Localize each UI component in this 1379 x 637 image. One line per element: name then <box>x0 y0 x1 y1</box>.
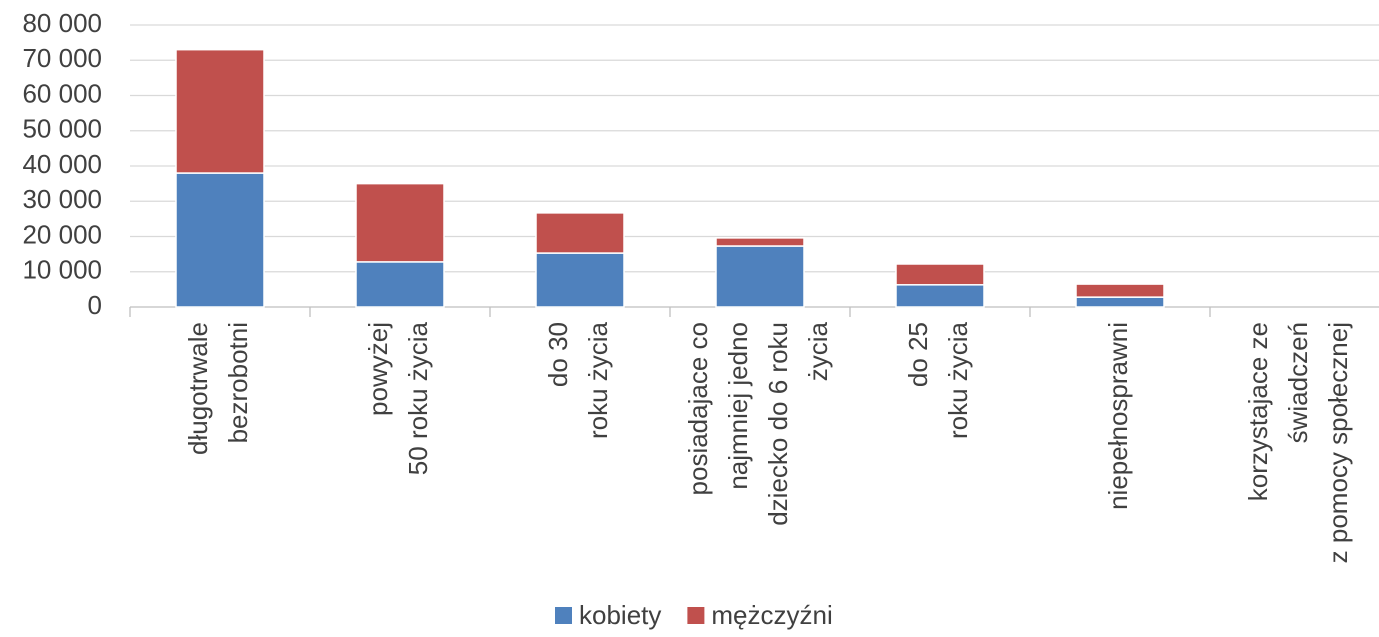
y-tick-label: 10 000 <box>22 255 102 285</box>
x-tick-label: korzystajace ze <box>1243 322 1273 501</box>
x-tick-label: z pomocy społecznej <box>1323 322 1353 563</box>
legend-label: kobiety <box>579 600 661 630</box>
x-tick-label: 50 roku życia <box>403 321 433 475</box>
y-tick-label: 30 000 <box>22 184 102 214</box>
y-tick-label: 50 000 <box>22 114 102 144</box>
legend-label: mężczyźni <box>711 600 832 630</box>
bar-segment <box>175 172 265 308</box>
bar-segment <box>715 237 805 247</box>
legend-swatch <box>687 607 705 624</box>
bar-segment <box>1075 296 1165 308</box>
bar-segment <box>535 252 625 308</box>
legend-swatch <box>555 607 572 624</box>
y-tick-label: 20 000 <box>22 219 102 249</box>
x-tick-label: do 30 <box>543 322 573 387</box>
y-tick-label: 40 000 <box>22 149 102 179</box>
bar-segment <box>535 212 625 254</box>
x-tick-label: dziecko do 6 roku <box>763 322 793 526</box>
bar-segment <box>895 263 985 286</box>
y-tick-label: 60 000 <box>22 78 102 108</box>
x-tick-label: roku życia <box>583 321 613 439</box>
x-tick-label: niepełnosprawni <box>1103 322 1133 510</box>
bar-segment <box>175 48 265 174</box>
bar-segment <box>895 284 985 308</box>
bar-segment <box>355 182 445 263</box>
bar-segment <box>1075 283 1165 298</box>
y-tick-label: 0 <box>88 290 102 320</box>
x-tick-label: roku życia <box>943 321 973 439</box>
y-tick-label: 70 000 <box>22 43 102 73</box>
y-tick-label: 80 000 <box>22 8 102 38</box>
x-tick-label: bezrobotni <box>223 322 253 443</box>
bar-segment <box>715 245 805 308</box>
x-tick-label: do 25 <box>903 322 933 387</box>
x-tick-label: najmniej jedno <box>723 322 753 490</box>
x-tick-label: długotrwale <box>183 322 213 455</box>
x-tick-label: życia <box>803 321 833 381</box>
x-tick-label: posiadajace co <box>683 322 713 495</box>
x-tick-label: świadczeń <box>1283 322 1313 443</box>
x-tick-label: powyżej <box>363 322 393 416</box>
bar-segment <box>355 261 445 308</box>
